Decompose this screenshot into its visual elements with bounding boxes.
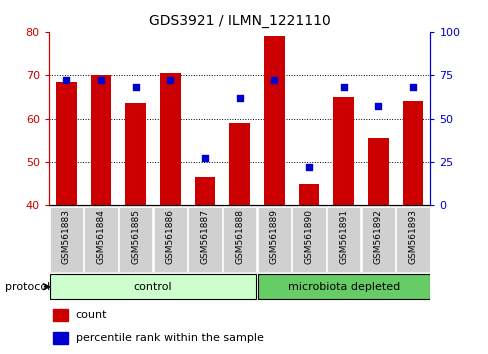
Point bbox=[62, 78, 70, 83]
Text: GSM561889: GSM561889 bbox=[269, 209, 278, 264]
Text: GSM561890: GSM561890 bbox=[304, 209, 313, 264]
Text: count: count bbox=[76, 310, 107, 320]
Bar bbox=[53, 332, 68, 343]
Point bbox=[97, 78, 104, 83]
Point bbox=[408, 85, 416, 90]
Text: GSM561893: GSM561893 bbox=[407, 209, 417, 264]
Point bbox=[305, 164, 312, 170]
FancyBboxPatch shape bbox=[396, 207, 429, 272]
Bar bbox=[194, 177, 215, 205]
Text: GSM561892: GSM561892 bbox=[373, 209, 382, 264]
Text: microbiota depleted: microbiota depleted bbox=[287, 282, 399, 292]
Text: percentile rank within the sample: percentile rank within the sample bbox=[76, 333, 263, 343]
Title: GDS3921 / ILMN_1221110: GDS3921 / ILMN_1221110 bbox=[148, 14, 330, 28]
FancyBboxPatch shape bbox=[49, 274, 256, 299]
Point bbox=[131, 85, 139, 90]
FancyBboxPatch shape bbox=[257, 207, 290, 272]
Point bbox=[235, 95, 243, 101]
Bar bbox=[160, 73, 180, 205]
FancyBboxPatch shape bbox=[153, 207, 186, 272]
Point bbox=[166, 78, 174, 83]
Text: protocol: protocol bbox=[5, 282, 50, 292]
Point bbox=[374, 104, 382, 109]
FancyBboxPatch shape bbox=[49, 207, 82, 272]
Text: GSM561884: GSM561884 bbox=[96, 209, 105, 264]
Text: GSM561885: GSM561885 bbox=[131, 209, 140, 264]
FancyBboxPatch shape bbox=[223, 207, 256, 272]
Bar bbox=[367, 138, 388, 205]
Text: GSM561888: GSM561888 bbox=[235, 209, 244, 264]
Bar bbox=[56, 82, 77, 205]
Bar bbox=[90, 75, 111, 205]
Bar bbox=[264, 36, 284, 205]
FancyBboxPatch shape bbox=[257, 274, 429, 299]
Bar bbox=[229, 123, 249, 205]
Text: GSM561887: GSM561887 bbox=[200, 209, 209, 264]
FancyBboxPatch shape bbox=[119, 207, 152, 272]
Point bbox=[270, 78, 278, 83]
FancyBboxPatch shape bbox=[84, 207, 117, 272]
Text: control: control bbox=[133, 282, 172, 292]
Point bbox=[201, 156, 208, 161]
Bar bbox=[125, 103, 146, 205]
Bar bbox=[332, 97, 353, 205]
Bar bbox=[402, 101, 423, 205]
FancyBboxPatch shape bbox=[326, 207, 360, 272]
Text: GSM561891: GSM561891 bbox=[339, 209, 347, 264]
Text: GSM561886: GSM561886 bbox=[165, 209, 174, 264]
Bar bbox=[53, 309, 68, 321]
FancyBboxPatch shape bbox=[188, 207, 221, 272]
FancyBboxPatch shape bbox=[361, 207, 394, 272]
FancyBboxPatch shape bbox=[292, 207, 325, 272]
Text: GSM561883: GSM561883 bbox=[61, 209, 71, 264]
Bar bbox=[298, 184, 319, 205]
Point bbox=[339, 85, 347, 90]
